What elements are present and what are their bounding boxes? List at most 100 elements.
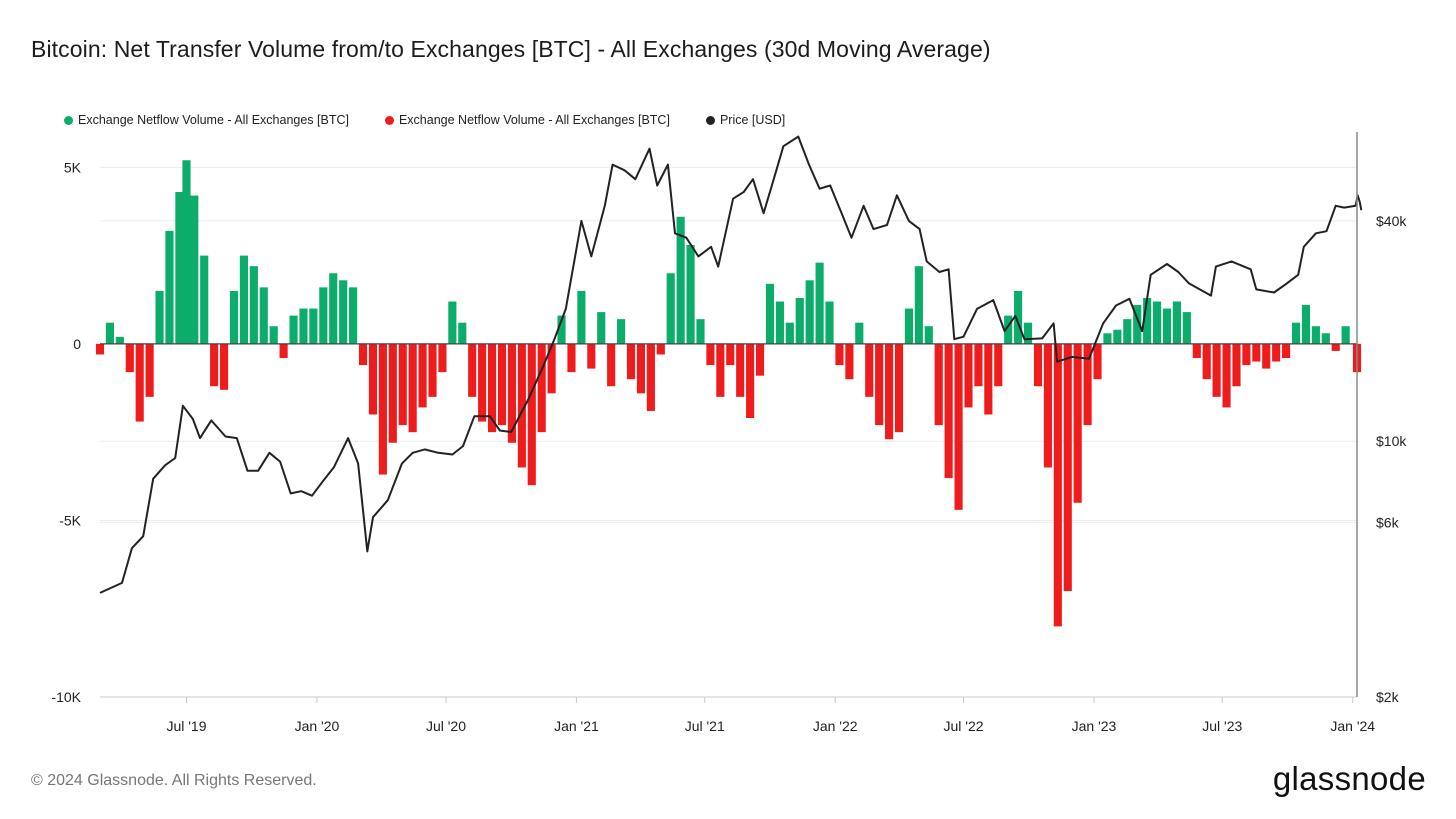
netflow-bar-positive (1153, 301, 1162, 344)
x-tick-label: Jul '19 (166, 718, 206, 734)
x-tick-label: Jan '20 (295, 718, 340, 734)
netflow-bar-negative (95, 343, 105, 355)
netflow-bar-negative (567, 343, 576, 373)
y-right-tick-label: $10k (1376, 433, 1407, 449)
netflow-bar-positive (1311, 326, 1320, 344)
netflow-bar-positive (855, 322, 864, 344)
netflow-bar-negative (984, 343, 993, 415)
netflow-bar-positive (666, 273, 675, 344)
legend-label-positive: Exchange Netflow Volume - All Exchanges … (78, 113, 349, 127)
netflow-bar-negative (378, 343, 387, 475)
y-right-tick-label: $6k (1376, 514, 1400, 530)
netflow-bar-positive (1341, 326, 1350, 344)
netflow-bar-negative (865, 343, 874, 397)
netflow-bar-positive (577, 290, 586, 344)
netflow-bar-negative (944, 343, 953, 479)
netflow-bar-negative (607, 343, 616, 387)
netflow-bar-negative (517, 343, 526, 468)
netflow-bar-positive (1123, 319, 1132, 344)
netflow-bar-negative (716, 343, 725, 397)
netflow-bar-negative (1043, 343, 1052, 468)
netflow-bar-positive (1004, 315, 1013, 344)
netflow-bar-positive (765, 283, 775, 344)
netflow-bar-negative (1222, 343, 1231, 408)
brand-logo: glassnode (1272, 760, 1426, 797)
netflow-bar-negative (1033, 343, 1043, 387)
netflow-bar-negative (1272, 343, 1281, 362)
netflow-bar-positive (309, 308, 318, 344)
netflow-bar-negative (135, 343, 144, 422)
netflow-bar-negative (418, 343, 427, 408)
netflow-bar-negative (746, 343, 755, 419)
netflow-bar-negative (1212, 343, 1221, 397)
netflow-bar-positive (1113, 329, 1122, 344)
netflow-bars (95, 160, 1362, 627)
netflow-bar-positive (249, 266, 258, 344)
netflow-bar-positive (1301, 305, 1311, 344)
netflow-bar-negative (487, 343, 497, 433)
netflow-bar-negative (706, 343, 715, 366)
netflow-bar-negative (736, 343, 745, 397)
netflow-bar-positive (259, 287, 268, 344)
netflow-bar-negative (934, 343, 943, 426)
x-tick-label: Jan '22 (813, 718, 858, 734)
legend-item-price[interactable]: Price [USD] (705, 113, 785, 127)
netflow-bar-negative (537, 343, 546, 433)
x-tick-label: Jan '23 (1072, 718, 1117, 734)
legend-swatch-negative (384, 115, 394, 125)
netflow-bar-positive (1321, 333, 1330, 344)
netflow-bar-negative (636, 343, 646, 394)
y-right-tick-label: $40k (1376, 213, 1407, 229)
netflow-bar-positive (182, 160, 191, 344)
netflow-bar-negative (1073, 343, 1082, 503)
netflow-bar-negative (478, 343, 487, 422)
netflow-bar-positive (914, 266, 923, 344)
netflow-bar-negative (875, 343, 884, 426)
netflow-bar-negative (646, 343, 655, 411)
netflow-bar-negative (1252, 343, 1261, 362)
netflow-bar-positive (200, 255, 209, 344)
legend-label-negative: Exchange Netflow Volume - All Exchanges … (398, 113, 670, 127)
netflow-bar-negative (408, 343, 417, 433)
netflow-bar-positive (815, 262, 824, 344)
netflow-bar-positive (229, 290, 239, 344)
netflow-bar-positive (686, 245, 695, 344)
netflow-bar-negative (656, 343, 665, 355)
y-left-tick-label: -5K (59, 512, 81, 528)
netflow-bar-negative (368, 343, 378, 415)
netflow-bar-positive (676, 216, 685, 344)
netflow-bar-positive (557, 315, 566, 344)
netflow-bar-positive (785, 322, 794, 344)
netflow-bar-positive (349, 287, 358, 344)
legend-item-netflow-positive[interactable]: Exchange Netflow Volume - All Exchanges … (64, 113, 349, 127)
netflow-bar-positive (775, 301, 784, 344)
netflow-bar-positive (924, 326, 933, 344)
netflow-bar-negative (1242, 343, 1251, 366)
netflow-bar-negative (1262, 343, 1271, 369)
price-line (99, 135, 1363, 594)
netflow-bar-negative (755, 343, 765, 376)
netflow-bar-positive (105, 322, 114, 344)
legend-item-netflow-negative[interactable]: Exchange Netflow Volume - All Exchanges … (384, 113, 670, 127)
netflow-bar-negative (527, 343, 536, 486)
netflow-bar-negative (845, 343, 854, 380)
x-tick-label: Jan '24 (1330, 718, 1375, 734)
netflow-bar-negative (1063, 343, 1072, 592)
netflow-bar-positive (165, 230, 174, 344)
netflow-bar-negative (219, 343, 229, 390)
netflow-bar-negative (835, 343, 844, 366)
netflow-bar-positive (1023, 322, 1033, 344)
netflow-bar-positive (458, 322, 467, 344)
netflow-bar-negative (626, 343, 636, 380)
netflow-bar-positive (1291, 322, 1301, 344)
netflow-bar-positive (597, 312, 606, 344)
netflow-bar-positive (289, 315, 298, 344)
netflow-bar-negative (1331, 343, 1340, 351)
netflow-bar-positive (617, 319, 626, 344)
x-tick-label: Jul '23 (1202, 718, 1242, 734)
netflow-bar-negative (358, 343, 368, 366)
netflow-bar-negative (974, 343, 983, 387)
y-right-tick-label: $2k (1376, 689, 1400, 705)
netflow-bar-positive (825, 301, 834, 344)
